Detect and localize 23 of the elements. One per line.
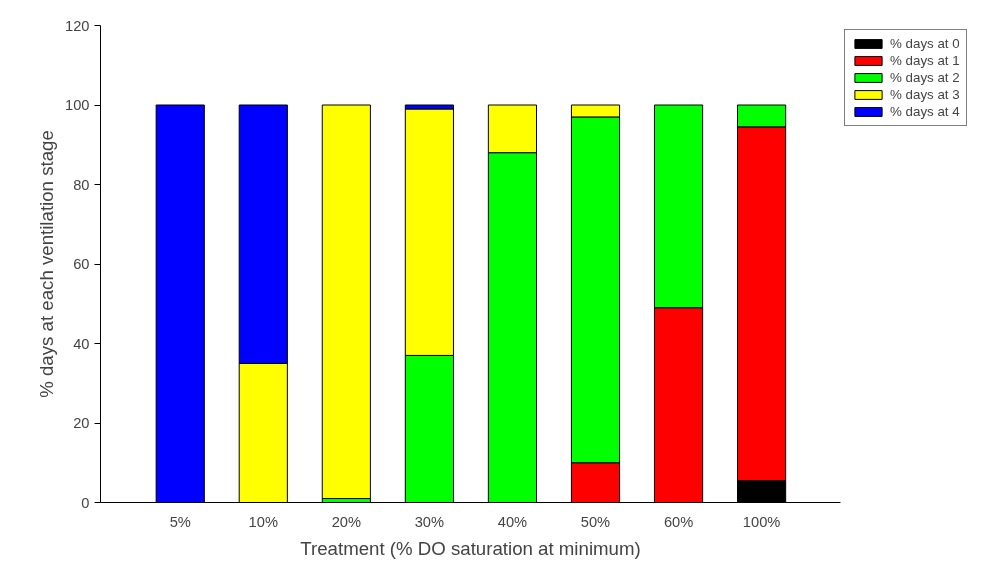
y-axis-title: % days at each ventilation stage (36, 130, 58, 398)
y-tick-label: 0 (81, 494, 90, 511)
x-tick-label: 50% (580, 513, 611, 530)
bar (321, 104, 371, 500)
y-tick-label: 120 (65, 17, 90, 34)
x-tick-label: 20% (331, 513, 362, 530)
y-tick-label: 100 (65, 97, 90, 113)
y-tick-label: 40 (73, 335, 90, 352)
x-tick-label: 30% (414, 513, 445, 530)
x-tick-label: 60% (663, 513, 694, 530)
x-tick-label: 40% (497, 513, 528, 530)
legend-label: % days at 3 (890, 87, 960, 102)
y-tick-label: 20 (73, 415, 90, 431)
legend-label: % days at 4 (890, 104, 960, 119)
y-tick-label: 60 (73, 256, 90, 272)
x-axis-title: Treatment (% DO saturation at minimum) (300, 537, 641, 559)
legend-label: % days at 1 (890, 53, 960, 68)
legend-label: % days at 2 (890, 70, 960, 85)
legend-label: % days at 0 (890, 36, 960, 51)
x-tick-label: 100% (742, 513, 781, 530)
y-tick-label: 80 (73, 176, 90, 193)
x-tick-label: 5% (169, 513, 191, 530)
x-tick-label: 10% (248, 513, 278, 530)
